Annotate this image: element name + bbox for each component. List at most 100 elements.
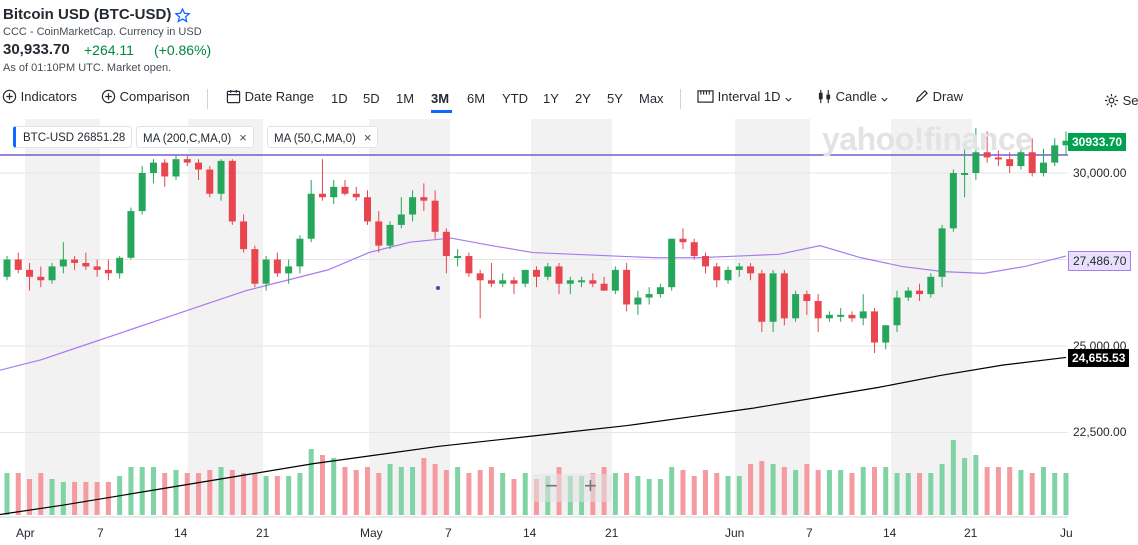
range-1d[interactable]: 1D <box>331 91 348 106</box>
volume-bar <box>871 467 877 515</box>
candle-body <box>273 259 281 274</box>
zoom-out-button[interactable]: − <box>545 473 558 498</box>
range-3m[interactable]: 3M <box>431 91 450 106</box>
candle-body <box>172 159 180 177</box>
star-icon[interactable] <box>174 7 191 24</box>
draw-button[interactable]: Draw <box>914 89 963 104</box>
candle-body <box>1006 159 1014 167</box>
candle-body <box>904 290 912 298</box>
market-status: As of 01:10PM UTC. Market open. <box>3 62 172 74</box>
candle-body <box>780 273 788 319</box>
remove-ma200-button[interactable]: × <box>239 130 247 145</box>
candle-body <box>668 238 676 288</box>
range-5d[interactable]: 5D <box>363 91 380 106</box>
volume-bar <box>105 482 111 515</box>
indicators-label: Indicators <box>20 89 77 104</box>
volume-bar <box>950 440 956 515</box>
legend-ma200[interactable]: MA (200,C,MA,0) × <box>136 126 254 148</box>
chart-type-select[interactable]: Candle <box>817 89 889 104</box>
volume-bar <box>150 467 156 515</box>
volume-bar <box>928 473 934 515</box>
candle-body <box>803 294 811 302</box>
volume-bar <box>646 479 652 515</box>
volume-bar <box>218 467 224 515</box>
zoom-in-button[interactable]: + <box>584 473 597 498</box>
x-tick-label: 7 <box>97 526 104 540</box>
date-range-button[interactable]: Date Range <box>226 89 314 104</box>
volume-bar <box>477 470 483 515</box>
yahoo-finance-watermark: yahoo!finance <box>822 121 1033 157</box>
interval-value: 1D <box>763 89 781 104</box>
price-tag: 30933.70 <box>1068 133 1127 151</box>
candle-body <box>431 200 439 232</box>
volume-bar <box>883 467 889 515</box>
interval-select[interactable]: Interval 1D <box>697 89 793 104</box>
candle-body <box>747 266 755 274</box>
volume-bar <box>196 473 202 515</box>
volume-bar <box>162 473 168 515</box>
toolbar-divider <box>207 89 208 109</box>
volume-bar <box>72 482 78 515</box>
chevron-down-icon <box>881 97 889 102</box>
volume-bar <box>770 464 776 515</box>
volume-bar <box>274 476 280 515</box>
exchange-subtitle: CCC - CoinMarketCap. Currency in USD <box>3 26 202 38</box>
candle-body <box>994 157 1002 160</box>
candle-body <box>375 221 383 246</box>
range-max[interactable]: Max <box>639 91 664 106</box>
candle-body <box>217 160 225 194</box>
volume-bar <box>624 473 630 515</box>
settings-button[interactable]: Se <box>1104 93 1138 108</box>
volume-bar <box>939 464 945 515</box>
volume-bar <box>466 473 472 515</box>
candle-body <box>499 280 507 284</box>
volume-bar <box>241 473 247 515</box>
volume-bar <box>973 455 979 515</box>
candle-body <box>814 301 822 319</box>
volume-bar <box>849 473 855 515</box>
candle-body <box>318 193 326 198</box>
price-chart[interactable] <box>0 119 1138 519</box>
x-tick-label: 21 <box>964 526 978 540</box>
candle-body <box>420 197 428 201</box>
volume-bar <box>342 467 348 515</box>
range-1y[interactable]: 1Y <box>543 91 559 106</box>
candle-body <box>870 311 878 343</box>
candle-body <box>59 259 67 267</box>
volume-bar <box>612 473 618 515</box>
x-tick-label: Apr <box>16 526 35 540</box>
candle-body <box>882 325 890 343</box>
range-5y[interactable]: 5Y <box>607 91 623 106</box>
pencil-icon <box>915 90 928 103</box>
volume-bar <box>60 482 66 515</box>
legend-ma50[interactable]: MA (50,C,MA,0) × <box>267 126 379 148</box>
candle-body <box>386 224 394 246</box>
volume-bar <box>669 467 675 515</box>
indicators-button[interactable]: Indicators <box>2 89 77 104</box>
candle-body <box>262 259 270 284</box>
volume-bar <box>917 473 923 515</box>
candle-body <box>735 266 743 270</box>
candle-body <box>769 273 777 322</box>
remove-ma50-button[interactable]: × <box>363 130 372 145</box>
range-ytd[interactable]: YTD <box>502 91 528 106</box>
candle-body <box>983 152 991 158</box>
volume-bar <box>815 470 821 515</box>
volume-bar <box>759 461 765 515</box>
zoom-control: − + <box>532 473 612 502</box>
candle-body <box>206 169 214 194</box>
range-6m[interactable]: 6M <box>467 91 486 106</box>
volume-bar <box>263 476 269 515</box>
range-2y[interactable]: 2Y <box>575 91 591 106</box>
candle-body <box>1017 152 1025 167</box>
volume-bar <box>49 479 55 515</box>
candle-body <box>307 193 315 239</box>
comparison-button[interactable]: Comparison <box>101 89 190 104</box>
candle-body <box>701 256 709 267</box>
range-1m[interactable]: 1M <box>396 91 415 106</box>
candle-body <box>961 173 969 175</box>
volume-bar <box>4 473 10 515</box>
legend-btc[interactable]: BTC-USD 26851.28 <box>13 126 133 148</box>
volume-bar <box>308 449 314 515</box>
legend-ma50-label: MA (50,C,MA,0) <box>274 133 356 145</box>
